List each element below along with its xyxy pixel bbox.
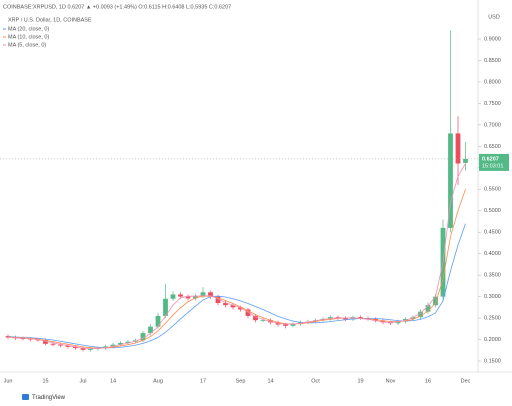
axis-unit: USD: [488, 14, 500, 20]
candle-body: [178, 294, 183, 297]
y-tick-label: 0.3500: [484, 273, 501, 279]
x-tick-label: Nov: [386, 378, 396, 384]
candle-body: [328, 317, 333, 319]
candle-body: [290, 324, 296, 326]
candle-body: [238, 307, 243, 310]
candle-body: [155, 315, 161, 327]
y-tick-label: 0.3000: [484, 294, 501, 300]
logo-text: TradingView: [32, 395, 66, 401]
candle-body: [388, 322, 393, 324]
y-tick-label: 0.4500: [484, 230, 501, 236]
candle-body: [455, 133, 461, 164]
candle-body: [28, 338, 33, 340]
x-tick-label: 15: [42, 378, 48, 384]
candle-body: [103, 346, 108, 349]
candle-body: [80, 348, 86, 350]
x-tick-label: 17: [200, 378, 206, 384]
last-price-label: 0.6207: [482, 156, 499, 162]
x-tick-label: 16: [425, 378, 431, 384]
candle-body: [88, 348, 93, 350]
y-tick-label: 0.5500: [484, 187, 501, 193]
candle-body: [260, 320, 266, 322]
legend-label: MA (20, close, 0): [8, 26, 49, 32]
y-tick-label: 0.5000: [484, 208, 501, 214]
y-tick-label: 0.8000: [484, 79, 501, 85]
y-tick-label: 0.7000: [484, 122, 501, 128]
x-tick-label: 19: [357, 378, 363, 384]
chart-subtitle: XRP / U.S. Dollar, 1D, COINBASE: [8, 17, 92, 23]
x-tick-label: Jul: [79, 378, 86, 384]
ma-line: [7, 189, 466, 349]
x-tick-label: 14: [110, 378, 116, 384]
ma-line: [7, 163, 466, 349]
y-tick-label: 0.9000: [484, 36, 501, 42]
candle-body: [343, 318, 348, 320]
candle-body: [253, 315, 258, 321]
candle-body: [410, 317, 416, 319]
candle-body: [43, 339, 48, 344]
candle-body: [463, 158, 468, 163]
candle-body: [335, 317, 341, 319]
x-tick-label: 14: [267, 378, 273, 384]
candle-body: [208, 292, 213, 297]
candle-body: [245, 309, 251, 316]
candle-body: [185, 296, 191, 299]
candle-body: [140, 333, 146, 341]
candle-body: [170, 294, 176, 299]
x-tick-label: Aug: [153, 378, 163, 384]
watermark: TradingView: [22, 394, 66, 401]
x-tick-label: Oct: [311, 378, 320, 384]
y-tick-label: 0.8500: [484, 58, 501, 64]
candle-body: [118, 342, 123, 345]
candle-body: [110, 344, 116, 347]
candle-body: [358, 317, 363, 319]
x-tick-label: Jun: [4, 378, 13, 384]
legend-label: MA (10, close, 0): [8, 34, 49, 40]
candle-body: [395, 321, 401, 324]
last-price-box: [479, 153, 509, 171]
y-tick-label: 0.1500: [484, 358, 501, 364]
y-tick-label: 0.2000: [484, 337, 501, 343]
candle-body: [283, 324, 288, 326]
candle-body: [163, 298, 168, 316]
y-tick-label: 0.2500: [484, 316, 501, 322]
logo-icon: [22, 394, 29, 400]
x-tick-label: Sep: [236, 378, 246, 384]
y-tick-label: 0.7500: [484, 101, 501, 107]
candle-body: [215, 296, 221, 304]
candle-body: [433, 296, 438, 306]
candle-body: [125, 341, 131, 343]
y-tick-label: 0.4000: [484, 251, 501, 257]
candle-body: [230, 305, 236, 308]
candle-body: [73, 346, 78, 349]
candle-body: [448, 133, 453, 228]
candle-body: [148, 326, 153, 334]
candle-body: [50, 343, 56, 345]
candle-body: [380, 320, 386, 323]
chart-header: COINBASE:XRPUSD, 1D 0.6207 ▲ +0.0093 (+1…: [3, 4, 231, 10]
candle-body: [223, 303, 228, 306]
candle-body: [65, 345, 71, 347]
countdown-label: 15:03:01: [482, 163, 503, 169]
candle-body: [193, 295, 198, 299]
y-tick-label: 0.6500: [484, 144, 501, 150]
ma-line: [7, 223, 466, 349]
candle-body: [58, 344, 63, 346]
candle-body: [200, 292, 206, 296]
candle-body: [425, 305, 431, 312]
legend-label: MA (5, close, 0): [8, 42, 46, 48]
candle-body: [418, 311, 423, 318]
x-tick-label: Dec: [461, 378, 471, 384]
